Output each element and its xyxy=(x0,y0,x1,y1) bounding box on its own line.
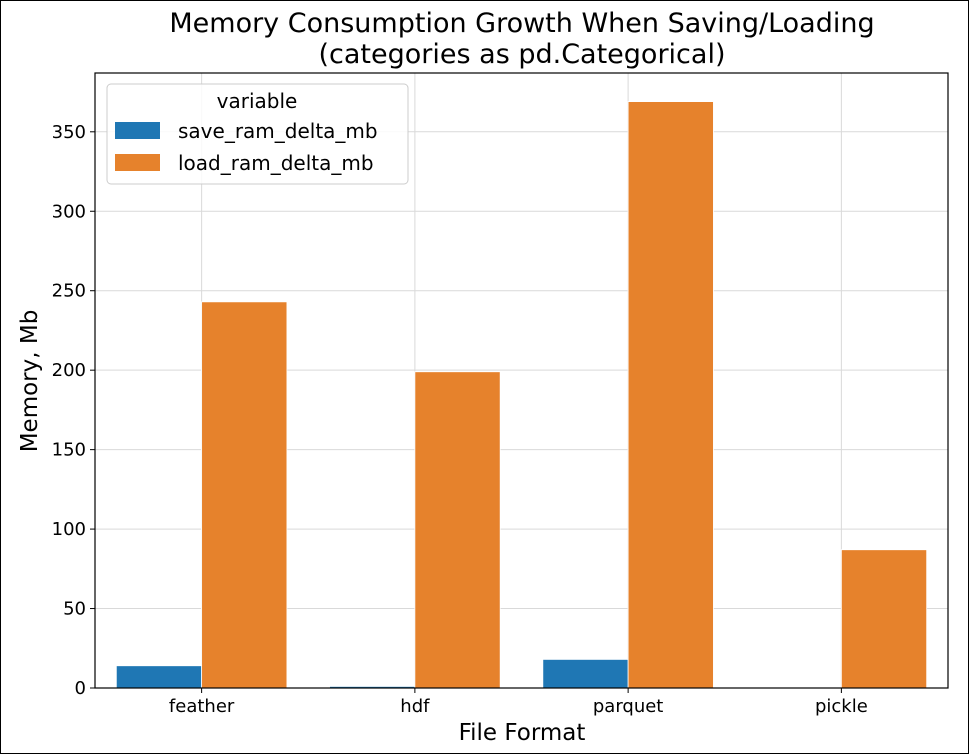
x-tick-label: feather xyxy=(169,696,235,717)
y-tick-label: 150 xyxy=(52,440,86,461)
x-tick-label: pickle xyxy=(815,696,868,717)
legend-swatch xyxy=(115,154,160,171)
x-axis-label: File Format xyxy=(459,720,586,746)
bar-save_ram_delta_mb-parquet xyxy=(542,658,629,689)
y-tick-label: 0 xyxy=(75,678,86,699)
y-tick-label: 100 xyxy=(52,519,86,540)
legend-swatch xyxy=(115,122,160,139)
legend-entry-label: save_ram_delta_mb xyxy=(178,119,378,143)
chart-subtitle: (categories as pd.Categorical) xyxy=(319,39,726,70)
bar-load_ram_delta_mb-parquet xyxy=(627,101,714,689)
legend-title: variable xyxy=(217,89,298,113)
y-axis-ticks: 0 50 100 150 200 250 300 350 xyxy=(52,122,95,699)
bar-load_ram_delta_mb-hdf xyxy=(414,371,501,689)
y-tick-label: 350 xyxy=(52,122,86,143)
x-tick-label: hdf xyxy=(400,696,430,717)
bars xyxy=(115,101,928,689)
x-axis-ticks: feather hdf parquet pickle xyxy=(169,688,868,717)
chart-title: Memory Consumption Growth When Saving/Lo… xyxy=(169,8,874,39)
bar-load_ram_delta_mb-feather xyxy=(201,301,288,689)
y-tick-label: 250 xyxy=(52,281,86,302)
y-tick-label: 50 xyxy=(63,599,86,620)
legend: variable save_ram_delta_mb load_ram_delta… xyxy=(106,83,409,185)
legend-entry-label: load_ram_delta_mb xyxy=(178,151,374,175)
bar-save_ram_delta_mb-feather xyxy=(115,665,203,689)
y-tick-label: 200 xyxy=(52,360,86,381)
bar-load_ram_delta_mb-pickle xyxy=(840,549,928,689)
legend-box xyxy=(106,83,409,185)
y-axis-label: Memory, Mb xyxy=(17,310,43,453)
plot-area-border xyxy=(94,72,949,689)
y-tick-label: 300 xyxy=(52,201,86,222)
x-tick-label: parquet xyxy=(593,696,664,717)
